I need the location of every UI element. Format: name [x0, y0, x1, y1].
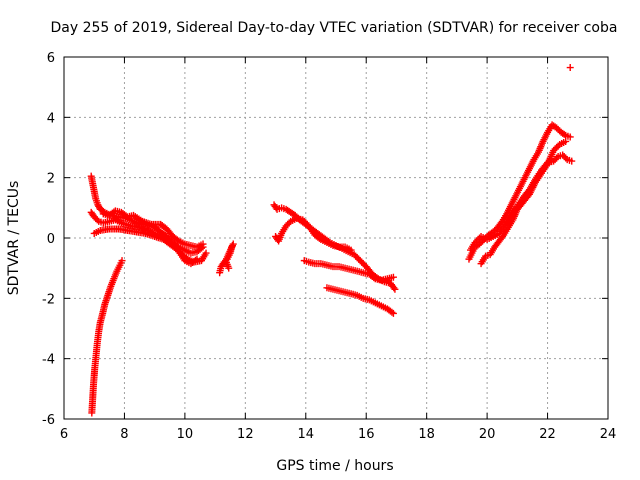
data-point	[202, 249, 210, 257]
data-point	[285, 219, 293, 227]
x-tick-label: 18	[418, 427, 435, 442]
y-tick-label: 6	[47, 51, 55, 66]
data-point	[391, 285, 399, 293]
data-point	[225, 264, 233, 272]
data-points	[87, 64, 576, 417]
x-tick-label: 22	[539, 427, 556, 442]
x-tick-label: 14	[298, 427, 315, 442]
data-point	[182, 254, 190, 262]
data-point	[553, 154, 561, 162]
y-tick-label: 2	[47, 172, 55, 187]
x-tick-label: 10	[177, 427, 194, 442]
data-point	[389, 309, 397, 317]
x-tick-label: 6	[60, 427, 68, 442]
data-point	[347, 246, 355, 254]
grid-lines	[64, 57, 608, 419]
data-point	[173, 236, 181, 244]
x-tick-label: 20	[479, 427, 496, 442]
data-point	[560, 130, 568, 138]
data-point	[562, 137, 570, 145]
data-point	[554, 142, 562, 150]
y-tick-label: -6	[42, 413, 55, 428]
data-point	[562, 154, 570, 162]
data-point	[315, 234, 323, 242]
data-point	[388, 308, 396, 316]
data-point	[118, 257, 126, 265]
data-point	[568, 157, 576, 165]
x-axis-label: GPS time / hours	[276, 458, 393, 474]
x-tick-label: 12	[237, 427, 254, 442]
y-tick-label: -2	[42, 292, 55, 307]
data-point	[389, 273, 397, 281]
chart-title: Day 255 of 2019, Sidereal Day-to-day VTE…	[51, 20, 618, 36]
plot-frame	[63, 56, 609, 420]
data-point	[566, 64, 574, 72]
data-point	[390, 284, 398, 292]
data-point	[93, 216, 101, 224]
data-point	[199, 240, 207, 248]
x-tick-label: 16	[358, 427, 375, 442]
x-tick-label: 24	[600, 427, 617, 442]
y-tick-label: 4	[47, 111, 55, 126]
y-axis-label: SDTVAR / TECUs	[6, 181, 22, 296]
data-point	[370, 274, 378, 282]
x-tick-label: 8	[120, 427, 128, 442]
y-tick-label: -4	[42, 353, 55, 368]
y-tick-label: 0	[47, 232, 55, 247]
data-point	[566, 133, 574, 141]
